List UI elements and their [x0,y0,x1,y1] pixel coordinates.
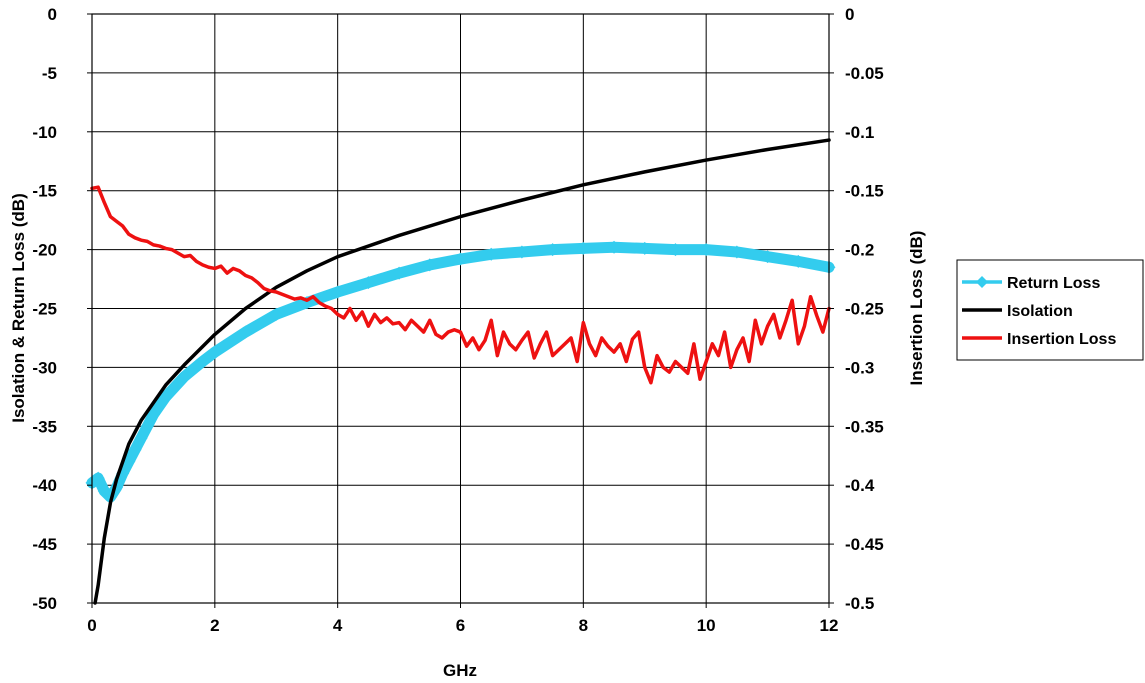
return-loss-point [699,243,713,257]
return-loss-point [454,252,467,266]
return-loss-point [140,419,154,433]
return-loss-point [177,370,191,384]
grid [92,14,829,603]
legend-marker-return-loss [976,276,988,288]
return-loss-point [146,408,160,422]
return-loss-point [128,443,142,457]
return-loss-point [392,266,406,280]
y-right-tick-label: 0 [845,5,854,24]
y-left-tick-label: -35 [32,417,57,436]
y-right-tick-label: -0.25 [845,300,884,319]
y-left-tick-label: -15 [32,182,57,201]
x-tick-label: 6 [456,616,465,635]
x-tick-label: 2 [210,616,219,635]
y-right-tick-label: -0.1 [845,123,874,142]
return-loss-point [208,345,222,359]
legend-label-isolation: Isolation [1007,303,1073,320]
y-right-axis-ticks: 0 -0.05 -0.1 -0.15 -0.2 -0.25 -0.3 -0.35 -0.4 -0.… [829,5,884,613]
return-loss-point [331,285,345,299]
return-loss-point [546,243,560,257]
return-loss-point [423,258,437,272]
y-right-tick-label: -0.05 [845,64,884,83]
return-loss-point [239,325,253,339]
return-loss-point [515,245,529,259]
y-right-axis-title: Insertion Loss (dB) [907,231,926,386]
y-right-tick-label: -0.45 [845,535,884,554]
return-loss-point [576,241,590,255]
legend: Return Loss Isolation Insertion Loss [956,259,1144,361]
x-tick-label: 10 [697,616,716,635]
legend-label-return-loss: Return Loss [1007,275,1100,292]
return-loss-point [730,245,744,259]
y-left-tick-label: -40 [32,476,57,495]
return-loss-point [638,241,652,255]
y-left-axis-title: Isolation & Return Loss (dB) [9,193,28,423]
y-right-tick-label: -0.35 [845,417,884,436]
x-tick-label: 12 [820,616,839,635]
y-left-tick-label: -5 [42,64,57,83]
y-left-tick-label: 0 [48,5,57,24]
return-loss-point [607,240,621,254]
legend-label-insertion-loss: Insertion Loss [1007,331,1116,348]
y-left-tick-label: -30 [32,358,57,377]
y-right-tick-label: -0.5 [845,594,874,613]
return-loss-point [196,355,210,369]
y-left-tick-label: -25 [32,300,57,319]
return-loss-point [91,471,105,485]
return-loss-point [159,390,173,404]
return-loss-point [791,254,805,268]
x-tick-label: 0 [87,616,96,635]
y-right-tick-label: -0.3 [845,358,874,377]
y-left-tick-label: -20 [32,241,57,260]
return-loss-point [761,250,775,264]
x-axis-ticks: 0 2 4 6 8 10 12 [87,603,838,635]
isolation-line [93,138,831,605]
x-axis-title: GHz [443,661,477,680]
x-tick-label: 4 [333,616,343,635]
series-layer [85,138,836,605]
return-loss-point [269,307,283,321]
return-loss-point [361,276,375,290]
y-left-tick-label: -10 [32,123,57,142]
y-right-tick-label: -0.2 [845,241,874,260]
return-loss-point [484,247,498,261]
y-right-tick-label: -0.4 [845,476,875,495]
insertion-loss-line [90,185,831,385]
y-left-tick-label: -45 [32,535,57,554]
y-left-axis-ticks: 0 -5 -10 -15 -20 -25 -30 -35 -40 -45 -50 [32,5,92,613]
return-loss-point [134,431,148,445]
y-right-tick-label: -0.15 [845,182,884,201]
y-left-tick-label: -50 [32,594,57,613]
return-loss-point [122,455,136,469]
return-loss-point [668,243,682,257]
x-tick-label: 8 [579,616,588,635]
